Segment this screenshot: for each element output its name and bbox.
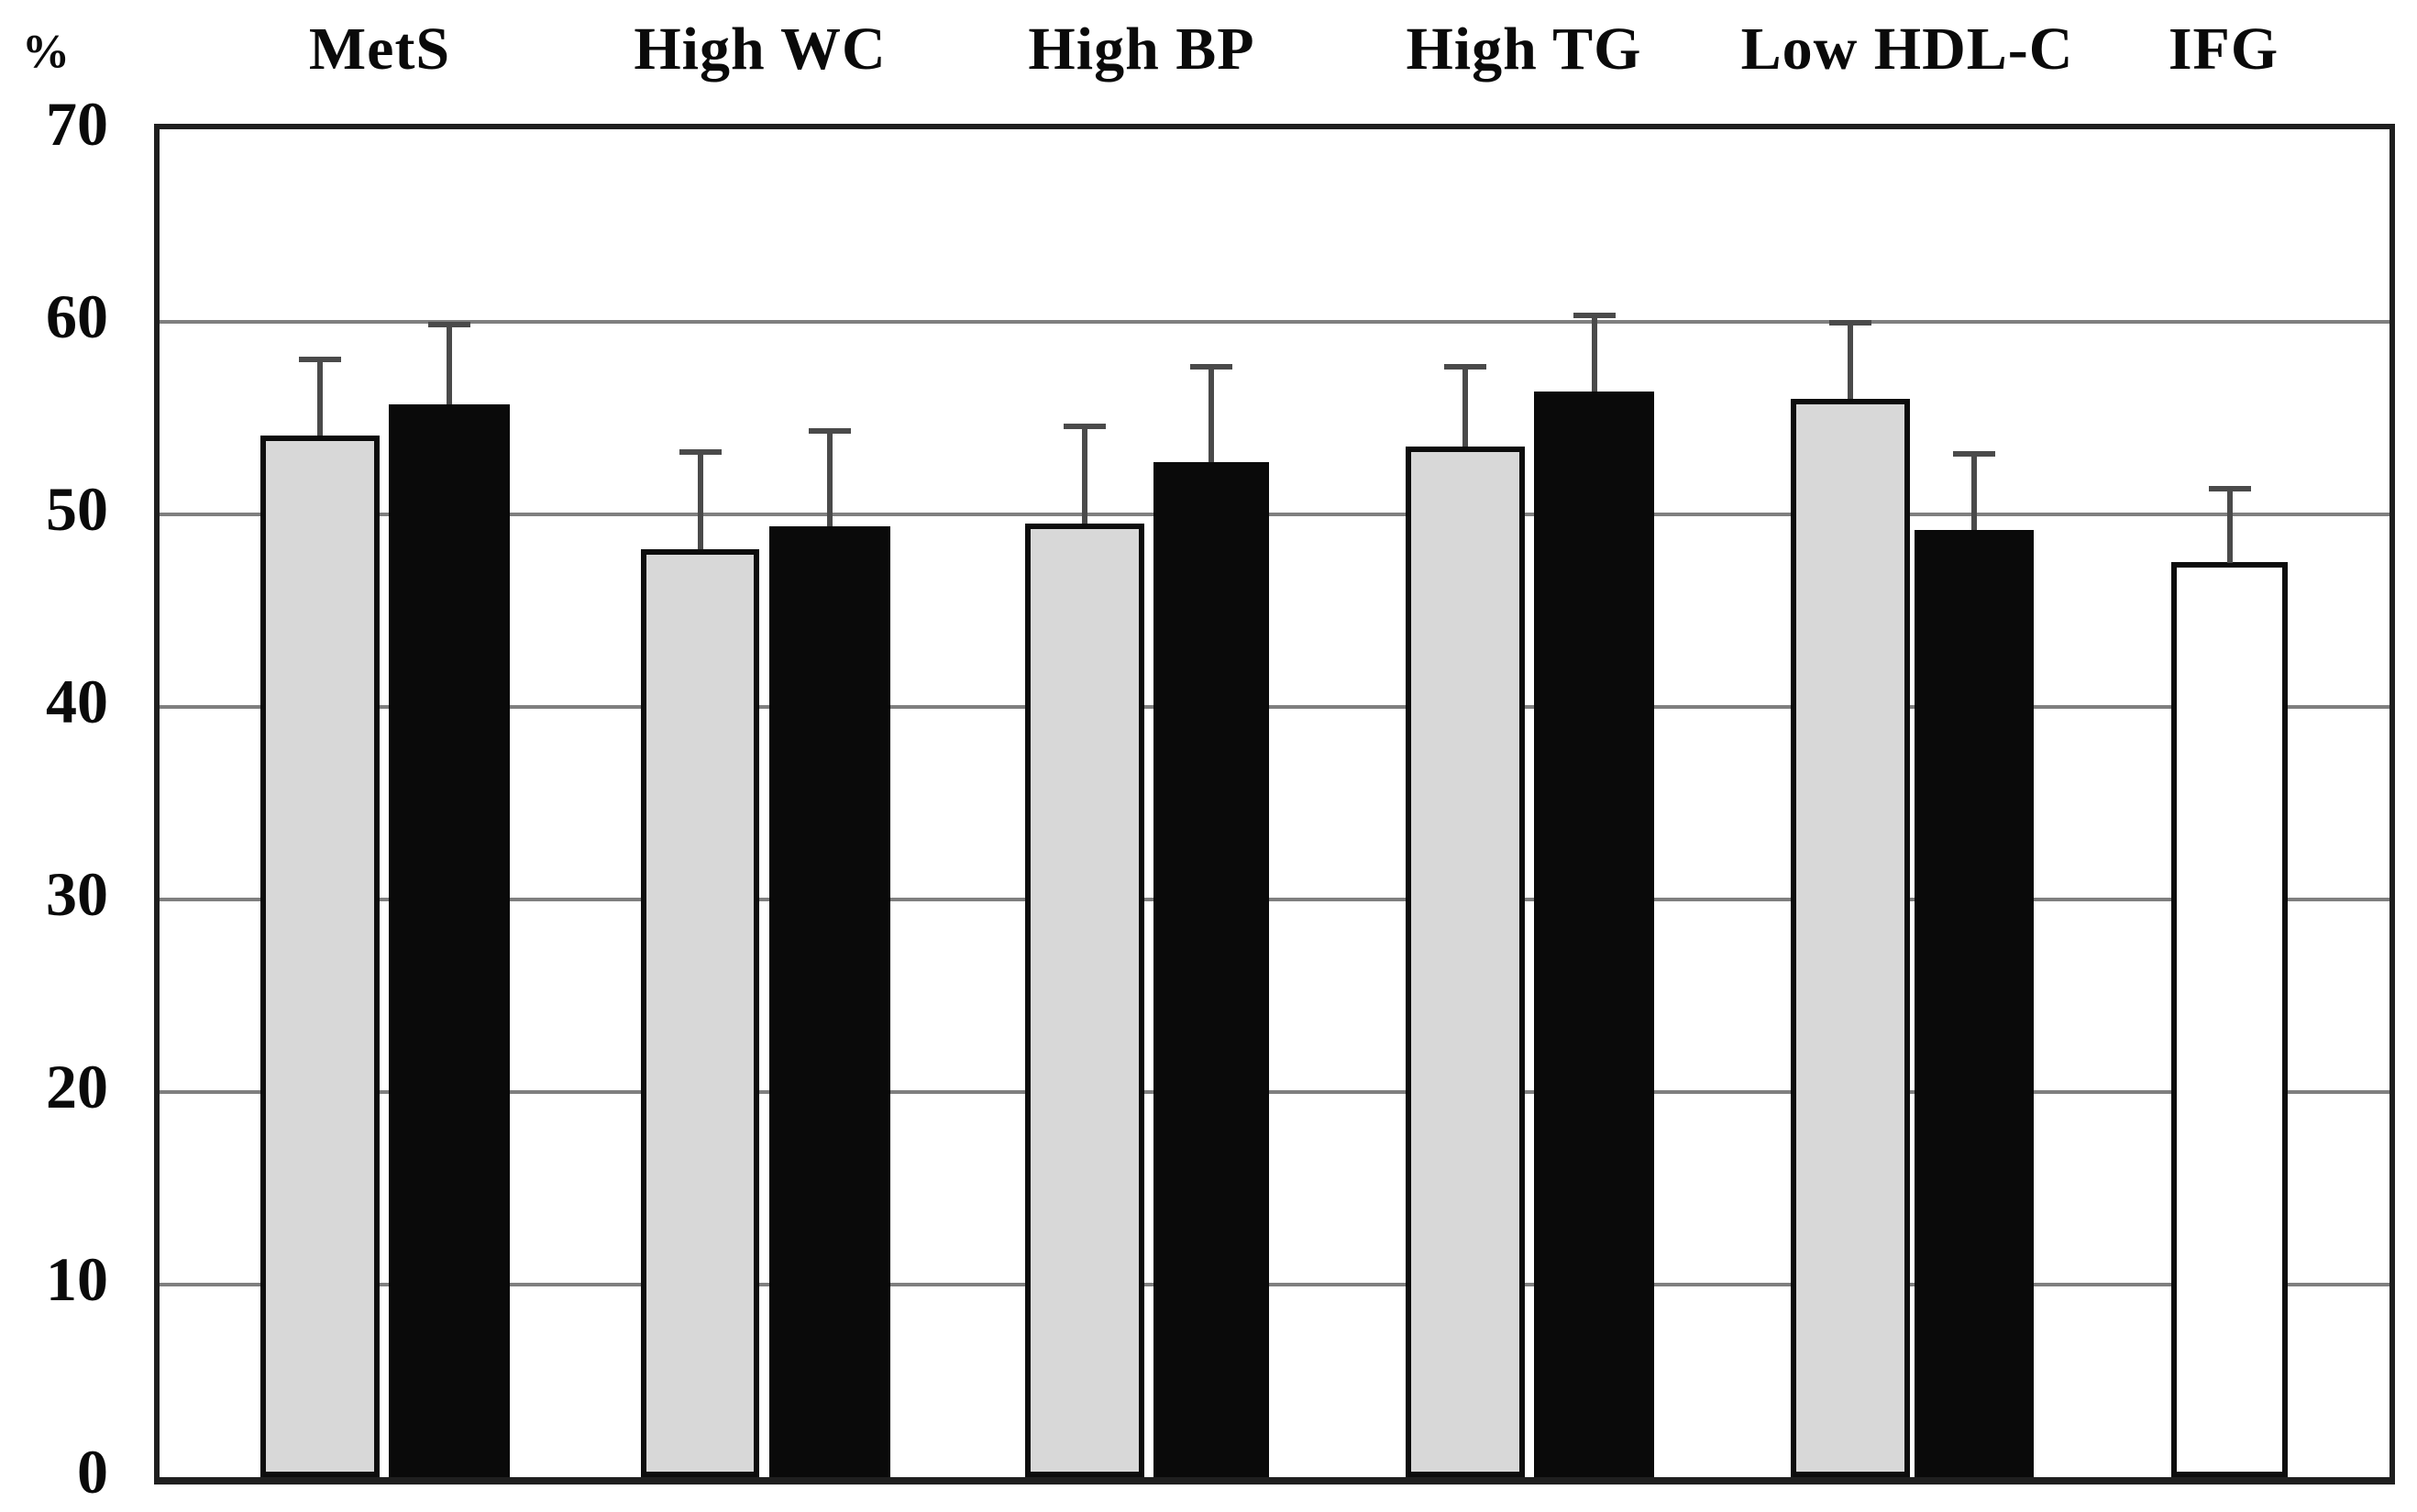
category-label-low-hdl-c: Low HDL-C (1740, 16, 2074, 83)
category-label-high-tg: High TG (1406, 16, 1642, 83)
error-bar-cap-ifg-white (2208, 486, 2251, 491)
error-bar-cap-mets-black (428, 322, 470, 327)
gridline-60 (160, 320, 2389, 324)
error-bar-cap-high-wc-black (809, 428, 851, 434)
error-bar-stem-ifg-white (2226, 488, 2233, 563)
error-bar-cap-high-bp-black (1190, 364, 1232, 370)
bar-high-tg-black (1534, 392, 1654, 1477)
error-bar-stem-low-hdl-c-black (1971, 453, 1977, 530)
bar-high-tg-gray (1406, 447, 1525, 1477)
y-axis-unit-label: % (22, 26, 70, 79)
category-label-high-bp: High BP (1028, 16, 1255, 83)
error-bar-stem-high-bp-black (1208, 366, 1214, 462)
bar-low-hdl-c-black (1915, 530, 2034, 1477)
gridline-30 (160, 898, 2389, 901)
gridline-20 (160, 1090, 2389, 1094)
error-bar-cap-high-tg-black (1573, 313, 1616, 318)
error-bar-stem-high-tg-gray (1462, 366, 1468, 447)
error-bar-cap-low-hdl-c-gray (1829, 320, 1871, 326)
y-tick-label-20: 20 (46, 1052, 108, 1121)
error-bar-stem-low-hdl-c-gray (1848, 322, 1853, 399)
error-bar-cap-mets-gray (299, 357, 341, 362)
y-tick-label-60: 60 (46, 281, 108, 351)
gridline-50 (160, 513, 2389, 516)
bar-ifg-white (2171, 562, 2288, 1477)
y-tick-label-10: 10 (46, 1244, 108, 1314)
bar-low-hdl-c-gray (1791, 399, 1910, 1477)
error-bar-stem-mets-gray (317, 359, 323, 436)
error-bar-cap-high-tg-gray (1444, 364, 1486, 370)
bar-high-wc-black (769, 526, 890, 1477)
error-bar-cap-high-bp-gray (1064, 424, 1106, 429)
gridline-40 (160, 705, 2389, 709)
error-bar-stem-high-tg-black (1591, 315, 1597, 392)
plot-area (154, 124, 2395, 1484)
y-tick-label-50: 50 (46, 474, 108, 544)
y-tick-label-70: 70 (46, 89, 108, 159)
gridline-10 (160, 1283, 2389, 1286)
error-bar-stem-high-wc-gray (697, 451, 703, 549)
category-label-ifg: IFG (2168, 16, 2279, 83)
error-bar-stem-high-wc-black (827, 430, 833, 526)
error-bar-cap-high-wc-gray (679, 449, 722, 455)
bar-mets-black (389, 404, 510, 1477)
category-label-mets: MetS (308, 16, 451, 83)
category-label-high-wc: High WC (634, 16, 887, 83)
error-bar-cap-low-hdl-c-black (1953, 451, 1995, 457)
y-tick-label-30: 30 (46, 859, 108, 929)
bar-high-wc-gray (641, 549, 759, 1477)
y-tick-label-0: 0 (77, 1437, 108, 1506)
bar-high-bp-black (1153, 462, 1269, 1477)
y-tick-label-40: 40 (46, 667, 108, 736)
error-bar-stem-mets-black (447, 324, 452, 404)
error-bar-stem-high-bp-gray (1082, 425, 1087, 524)
bar-mets-gray (260, 436, 380, 1477)
bar-high-bp-gray (1025, 524, 1144, 1477)
